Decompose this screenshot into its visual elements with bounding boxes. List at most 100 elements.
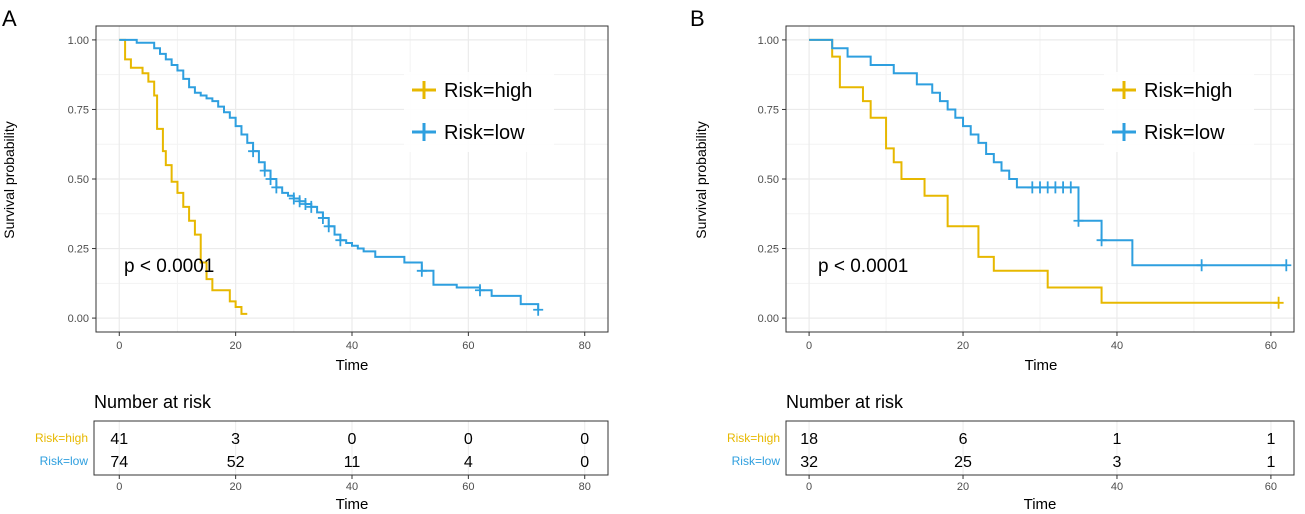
legend-key-high bbox=[1112, 81, 1136, 99]
censor-mark-low bbox=[300, 198, 311, 211]
risk-table-row-label-high: Risk=high bbox=[727, 431, 780, 445]
x-tick-label: 40 bbox=[1111, 340, 1123, 352]
x-tick-label: 40 bbox=[346, 340, 358, 352]
risk-count-low: 74 bbox=[110, 454, 128, 471]
y-tick-label: 0.50 bbox=[68, 174, 89, 186]
risk-count-high: 3 bbox=[231, 431, 240, 448]
censor-mark-low bbox=[416, 264, 427, 277]
risk-table-x-tick-label: 0 bbox=[116, 481, 122, 493]
p-value-annotation: p < 0.0001 bbox=[124, 256, 214, 277]
risk-table-x-tick-label: 0 bbox=[806, 481, 812, 493]
survival-curve-high bbox=[119, 38, 248, 315]
y-tick-label: 1.00 bbox=[68, 35, 89, 47]
risk-count-low: 32 bbox=[800, 454, 818, 471]
legend-background bbox=[404, 72, 554, 152]
risk-count-low: 52 bbox=[227, 454, 245, 471]
censor-mark-low bbox=[294, 195, 305, 208]
survival-curve-high bbox=[809, 38, 1279, 304]
risk-table-row-label-low: Risk=low bbox=[732, 454, 781, 468]
risk-count-high: 1 bbox=[1266, 431, 1275, 448]
legend-background bbox=[1104, 72, 1254, 152]
p-value-annotation: p < 0.0001 bbox=[818, 256, 908, 277]
censor-mark-low bbox=[248, 145, 259, 158]
censor-mark-low bbox=[271, 181, 282, 194]
risk-table-row-label-high: Risk=high bbox=[35, 431, 88, 445]
censor-mark-low bbox=[1073, 214, 1084, 227]
panel-label: B bbox=[690, 6, 705, 31]
y-axis-label: Survival probability bbox=[1, 121, 17, 239]
y-tick-label: 0.75 bbox=[758, 104, 779, 116]
risk-table-title: Number at risk bbox=[94, 392, 212, 412]
risk-table-x-axis-label: Time bbox=[1024, 496, 1057, 513]
risk-count-low: 3 bbox=[1113, 454, 1122, 471]
censor-mark-low bbox=[317, 211, 328, 224]
risk-count-high: 41 bbox=[110, 431, 128, 448]
survival-curve-low bbox=[119, 38, 540, 310]
censor-mark-low bbox=[323, 220, 334, 233]
risk-table-frame bbox=[785, 420, 1295, 476]
risk-count-high: 6 bbox=[959, 431, 968, 448]
x-axis-label: Time bbox=[1025, 357, 1058, 374]
x-tick-label: 20 bbox=[957, 340, 969, 352]
risk-count-low: 0 bbox=[580, 454, 589, 471]
x-tick-label: 80 bbox=[579, 340, 591, 352]
legend-key-low bbox=[1112, 123, 1136, 141]
censor-mark-low bbox=[259, 164, 270, 177]
censor-mark-low bbox=[475, 284, 485, 297]
censor-mark-low bbox=[288, 192, 299, 205]
panel-a: A0 20 40 60 800.000.250.500.751.00TimeSurviv… bbox=[1, 6, 609, 513]
legend: Risk=high Risk=low bbox=[1104, 72, 1254, 152]
legend-key-high bbox=[412, 81, 436, 99]
risk-table-x-tick-label: 20 bbox=[230, 481, 242, 493]
y-tick-label: 0.00 bbox=[758, 313, 779, 325]
legend-key-low bbox=[412, 123, 436, 141]
y-axis-label: Survival probability bbox=[693, 121, 709, 239]
censor-mark-low bbox=[1096, 234, 1107, 247]
y-tick-label: 0.50 bbox=[758, 174, 779, 186]
legend: Risk=high Risk=low bbox=[404, 72, 554, 152]
censor-mark-low bbox=[533, 303, 544, 316]
x-axis-label: Time bbox=[336, 357, 369, 374]
x-tick-label: 60 bbox=[1265, 340, 1277, 352]
risk-count-low: 11 bbox=[344, 454, 361, 471]
legend-label-low: Risk=low bbox=[444, 122, 525, 144]
risk-table-x-tick-label: 80 bbox=[579, 481, 591, 493]
censor-mark-high bbox=[1273, 296, 1284, 309]
censor-mark-low bbox=[265, 173, 276, 185]
risk-table-row-label-low: Risk=low bbox=[40, 454, 89, 468]
risk-table-title: Number at risk bbox=[786, 392, 904, 412]
y-tick-label: 0.25 bbox=[68, 244, 89, 256]
risk-table-background bbox=[786, 421, 1294, 475]
risk-table-x-tick-label: 40 bbox=[346, 481, 358, 493]
risk-count-low: 25 bbox=[954, 454, 972, 471]
risk-table-frame bbox=[93, 420, 609, 476]
risk-count-high: 18 bbox=[800, 431, 818, 448]
y-tick-label: 1.00 bbox=[758, 35, 779, 47]
risk-table-x-tick-label: 40 bbox=[1111, 481, 1123, 493]
risk-count-high: 0 bbox=[348, 431, 357, 448]
x-tick-label: 60 bbox=[462, 340, 474, 352]
risk-table-background bbox=[94, 421, 608, 475]
censor-mark-low bbox=[306, 200, 317, 213]
panel-label: A bbox=[2, 6, 17, 31]
risk-count-high: 0 bbox=[464, 431, 473, 448]
y-tick-label: 0.25 bbox=[758, 244, 779, 256]
x-tick-label: 0 bbox=[806, 340, 812, 352]
censor-mark-low bbox=[1065, 181, 1076, 194]
risk-table-x-tick-label: 20 bbox=[957, 481, 969, 493]
x-tick-label: 20 bbox=[230, 340, 242, 352]
risk-count-high: 0 bbox=[580, 431, 589, 448]
legend-label-high: Risk=high bbox=[1144, 80, 1232, 102]
x-tick-label: 0 bbox=[116, 340, 122, 352]
censor-mark-low bbox=[335, 234, 346, 247]
panel-b: B0 20 40 600.000.250.500.751.00TimeSurvival… bbox=[690, 6, 1295, 513]
risk-count-low: 4 bbox=[464, 454, 473, 471]
legend-label-high: Risk=high bbox=[444, 80, 532, 102]
risk-table-x-tick-label: 60 bbox=[1265, 481, 1277, 493]
risk-count-high: 1 bbox=[1113, 431, 1122, 448]
legend-label-low: Risk=low bbox=[1144, 122, 1225, 144]
censor-mark-low bbox=[1281, 259, 1292, 272]
risk-count-low: 1 bbox=[1266, 454, 1275, 471]
censor-mark-low bbox=[1196, 259, 1207, 272]
